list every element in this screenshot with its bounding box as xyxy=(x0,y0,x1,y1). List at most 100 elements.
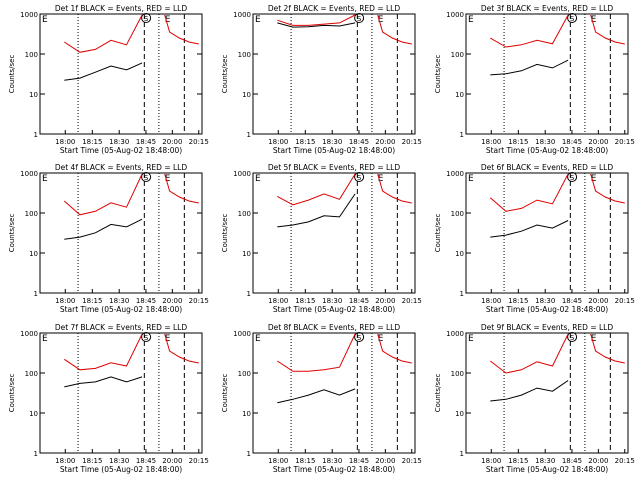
marker-e: E xyxy=(42,174,48,184)
marker-s: S xyxy=(144,334,149,342)
x-tick-label: 18:30 xyxy=(535,297,555,305)
y-tick-label: 1000 xyxy=(233,170,251,178)
panel: Det 7f BLACK = Events, RED = LLD 1 10 100 10… xyxy=(8,323,209,474)
x-tick-label: 18:00 xyxy=(268,457,288,465)
marker-e: E xyxy=(378,15,384,25)
y-tick-label: 10 xyxy=(29,91,38,99)
x-tick-label: 18:15 xyxy=(82,297,102,305)
x-tick-label: 18:45 xyxy=(349,138,369,146)
panel-title: Det 1f BLACK = Events, RED = LLD xyxy=(55,4,188,13)
events-series-line xyxy=(64,376,143,388)
x-tick-label: 18:30 xyxy=(109,457,129,465)
y-axis-label: Counts/sec xyxy=(434,214,442,253)
panel-title: Det 4f BLACK = Events, RED = LLD xyxy=(55,163,188,172)
y-tick-label: 1000 xyxy=(446,330,464,338)
marker-s-circle xyxy=(567,332,578,342)
lld-tail-line xyxy=(590,173,625,204)
x-tick-label: 18:15 xyxy=(82,457,102,465)
lld-series-line xyxy=(64,14,143,53)
x-tick-label: 18:00 xyxy=(268,297,288,305)
y-tick-label: 1000 xyxy=(20,11,38,19)
plot-frame xyxy=(39,332,203,454)
lld-tail-line xyxy=(377,333,412,364)
marker-e: E xyxy=(468,334,474,344)
lld-series-line xyxy=(277,333,356,372)
marker-s: S xyxy=(144,15,149,23)
marker-s: S xyxy=(357,174,362,182)
x-tick-label: 20:15 xyxy=(402,297,422,305)
lld-series-line xyxy=(277,14,356,26)
lld-tail-line xyxy=(377,173,412,204)
x-tick-label: 18:00 xyxy=(481,457,501,465)
x-tick-label: 18:45 xyxy=(562,138,582,146)
y-tick-label: 100 xyxy=(25,370,38,378)
x-tick-label: 20:00 xyxy=(375,297,395,305)
events-series-line xyxy=(64,218,143,240)
marker-e: E xyxy=(591,174,597,184)
marker-s-circle xyxy=(354,172,365,182)
x-tick-label: 20:15 xyxy=(402,138,422,146)
x-tick-label: 18:45 xyxy=(136,138,156,146)
marker-e: E xyxy=(165,15,171,25)
y-tick-label: 100 xyxy=(25,51,38,59)
y-axis-label: Counts/sec xyxy=(8,374,16,413)
marker-e: E xyxy=(591,15,597,25)
lld-series-line xyxy=(489,333,569,374)
panel: Det 8f BLACK = Events, RED = LLD 1 10 100 10… xyxy=(221,323,422,474)
x-axis-label: Start Time (05-Aug-02 18:48:00) xyxy=(273,146,395,155)
panel-title: Det 3f BLACK = Events, RED = LLD xyxy=(481,4,614,13)
x-tick-label: 18:15 xyxy=(508,297,528,305)
y-tick-label: 1 xyxy=(34,131,38,139)
x-tick-label: 20:00 xyxy=(162,457,182,465)
panel-title: Det 9f BLACK = Events, RED = LLD xyxy=(481,323,614,332)
x-tick-label: 18:45 xyxy=(562,457,582,465)
x-tick-label: 18:00 xyxy=(481,138,501,146)
plot-frame xyxy=(252,172,416,294)
y-tick-label: 100 xyxy=(25,210,38,218)
x-tick-label: 20:15 xyxy=(615,457,635,465)
x-tick-label: 18:15 xyxy=(508,138,528,146)
x-tick-label: 20:00 xyxy=(375,138,395,146)
panel-title: Det 5f BLACK = Events, RED = LLD xyxy=(268,163,401,172)
x-tick-label: 18:30 xyxy=(322,297,342,305)
x-tick-label: 18:30 xyxy=(535,457,555,465)
x-tick-label: 18:15 xyxy=(508,457,528,465)
x-tick-label: 18:00 xyxy=(268,138,288,146)
y-tick-label: 10 xyxy=(29,250,38,258)
plot-frame xyxy=(465,332,629,454)
panel: Det 6f BLACK = Events, RED = LLD 1 10 100 10… xyxy=(434,163,635,314)
lld-tail-line xyxy=(590,14,625,45)
y-axis-label: Counts/sec xyxy=(221,214,229,253)
x-axis-label: Start Time (05-Aug-02 18:48:00) xyxy=(486,465,608,474)
panel: Det 1f BLACK = Events, RED = LLD 1 10 100 10… xyxy=(8,4,209,155)
marker-s-circle xyxy=(567,13,578,23)
marker-e: E xyxy=(255,174,261,184)
events-series-line xyxy=(490,59,569,76)
x-tick-label: 20:00 xyxy=(588,297,608,305)
x-tick-label: 18:30 xyxy=(109,138,129,146)
y-tick-label: 1000 xyxy=(20,170,38,178)
marker-s: S xyxy=(144,174,149,182)
x-tick-label: 20:00 xyxy=(375,457,395,465)
x-tick-label: 18:45 xyxy=(136,297,156,305)
events-series-line xyxy=(277,22,356,28)
lld-tail-line xyxy=(164,173,199,204)
y-tick-label: 1000 xyxy=(233,330,251,338)
x-tick-label: 18:30 xyxy=(535,138,555,146)
marker-s: S xyxy=(570,15,575,23)
y-tick-label: 1 xyxy=(247,290,251,298)
plot-frame xyxy=(465,172,629,294)
y-tick-label: 1000 xyxy=(446,170,464,178)
panel-title: Det 2f BLACK = Events, RED = LLD xyxy=(268,4,401,13)
x-tick-label: 20:15 xyxy=(189,297,209,305)
x-tick-label: 18:00 xyxy=(55,138,75,146)
y-tick-label: 1 xyxy=(34,450,38,458)
marker-e: E xyxy=(378,174,384,184)
marker-e: E xyxy=(468,15,474,25)
y-tick-label: 10 xyxy=(242,91,251,99)
x-tick-label: 18:15 xyxy=(295,138,315,146)
y-axis-label: Counts/sec xyxy=(8,214,16,253)
panel-title: Det 7f BLACK = Events, RED = LLD xyxy=(55,323,188,332)
y-tick-label: 100 xyxy=(238,51,251,59)
